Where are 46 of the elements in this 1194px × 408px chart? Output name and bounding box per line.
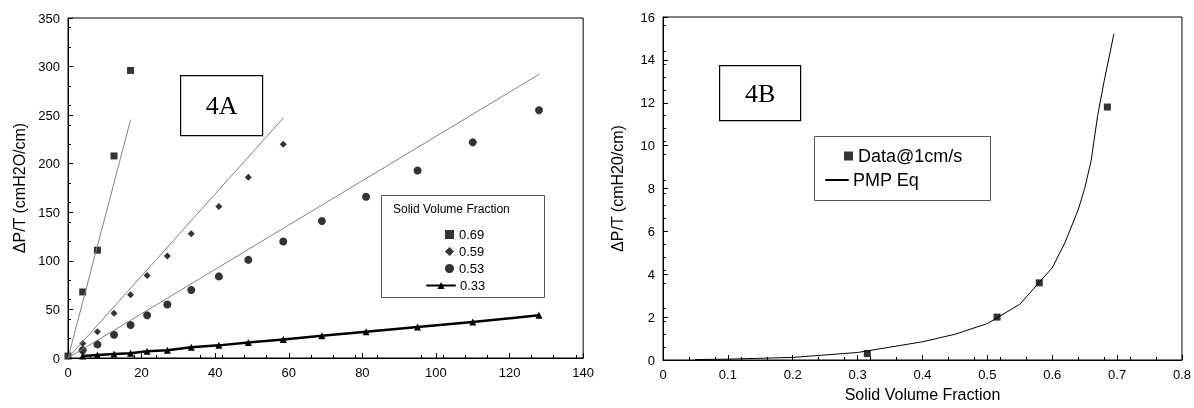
x-tick-label: 140	[572, 365, 595, 380]
x-tick-label: 0.6	[1043, 367, 1062, 382]
y-axis-title: ΔP/T (cmH2O/cm)	[10, 122, 28, 254]
y-tick-label: 12	[640, 95, 655, 111]
legend-label: 0.59	[459, 244, 485, 259]
legend-label: PMP Eq	[853, 170, 919, 190]
x-tick-label: 0	[659, 367, 667, 382]
legend-label: 0.53	[459, 261, 485, 276]
x-tick-label: 0.1	[718, 367, 737, 382]
y-tick-label: 2	[647, 309, 655, 325]
annotation: 4B	[744, 78, 776, 108]
x-tick-label: 20	[134, 365, 149, 380]
y-tick-label: 6	[647, 223, 655, 239]
x-tick-label: 0	[64, 365, 72, 380]
x-tick-label: 0.8	[1172, 367, 1191, 382]
x-tick-label: 0.3	[848, 367, 867, 382]
x-axis-title: Solid Volume Fraction	[844, 385, 1001, 403]
y-tick-label: 100	[38, 253, 60, 269]
y-tick-label: 4	[647, 266, 655, 282]
y-tick-label: 250	[38, 107, 60, 123]
y-tick-label: 350	[38, 10, 60, 26]
y-tick-label: 200	[38, 156, 60, 172]
y-tick-label: 14	[640, 52, 655, 68]
y-tick-label: 0	[647, 352, 655, 368]
x-tick-label: 0.7	[1108, 367, 1127, 382]
x-tick-label: 0.5	[978, 367, 997, 382]
y-tick-label: 150	[38, 204, 60, 220]
y-tick-label: 50	[45, 301, 60, 317]
y-tick-label: 8	[647, 181, 655, 196]
legend-label: Data@1cm/s	[858, 146, 963, 166]
x-tick-label: 40	[207, 365, 223, 380]
legend-label: 0.69	[459, 227, 485, 242]
legend-title: Solid Volume Fraction	[393, 202, 510, 216]
y-tick-label: 16	[640, 9, 655, 25]
x-tick-label: 120	[498, 365, 521, 380]
x-tick-label: 100	[425, 365, 447, 380]
annotation: 4A	[205, 91, 238, 121]
y-axis-title: ΔP/T (cmH20/cm)	[608, 125, 626, 252]
x-tick-label: 80	[355, 365, 370, 380]
y-tick-label: 10	[640, 138, 655, 154]
x-tick-label: 0.2	[783, 367, 802, 382]
y-tick-label: 300	[38, 59, 60, 75]
x-tick-label: 0.4	[913, 367, 932, 382]
legend-label: 0.33	[460, 278, 486, 293]
y-tick-label: 0	[52, 350, 60, 366]
x-tick-label: 60	[281, 365, 297, 380]
